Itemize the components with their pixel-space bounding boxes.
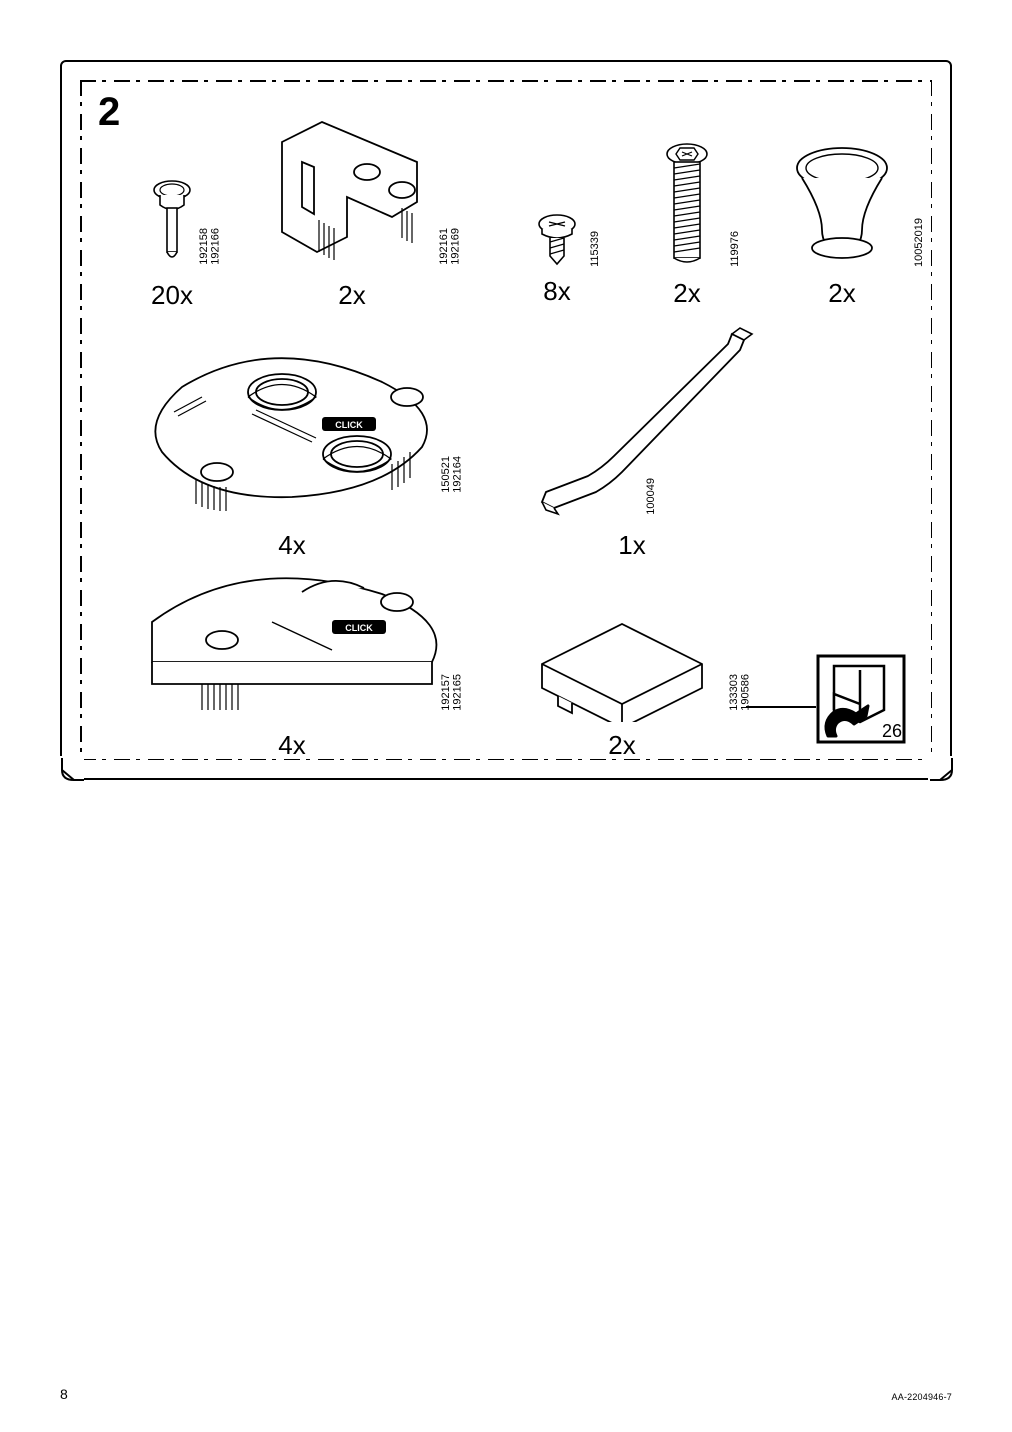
qty-label: 2x <box>622 278 752 309</box>
item-long-bolt: 119976 2x <box>622 140 752 309</box>
qty-label: 20x <box>102 280 242 311</box>
page: 2 192158192166 20x <box>0 0 1012 1432</box>
item-short-screw: 115339 8x <box>502 212 612 307</box>
bag-number: 2 <box>98 90 120 135</box>
hinge-plate-icon: CLICK <box>132 342 452 522</box>
bag-corner-br <box>928 756 952 780</box>
knob-icon <box>777 140 907 270</box>
bracket-icon <box>252 112 452 272</box>
qty-label: 4x <box>122 730 462 761</box>
foot-pad-icon <box>522 602 722 722</box>
bag-corner-bl <box>60 756 84 780</box>
page-ref-connector <box>746 706 816 708</box>
partno-label: 192161192169 <box>439 228 462 265</box>
item-knob: 10052019 2x <box>762 140 922 309</box>
screw-cap-icon <box>137 172 207 272</box>
qty-label: 4x <box>122 530 462 561</box>
long-bolt-icon <box>652 140 722 270</box>
item-hex-key: 100049 1x <box>482 322 782 561</box>
page-ref-number: 26 <box>882 721 902 742</box>
qty-label: 2x <box>242 280 462 311</box>
bag-dash-left <box>80 80 82 760</box>
bag-dash-top <box>80 80 932 82</box>
qty-label: 2x <box>492 730 752 761</box>
item-screw-cap: 192158192166 20x <box>102 172 242 311</box>
partno-label: 192157192165 <box>441 674 464 711</box>
qty-label: 8x <box>502 276 612 307</box>
svg-text:CLICK: CLICK <box>345 623 373 633</box>
short-screw-icon <box>532 212 582 268</box>
half-plate-icon: CLICK <box>132 562 452 722</box>
partno-label: 119976 <box>730 231 742 267</box>
hardware-bag: 2 192158192166 20x <box>60 60 952 780</box>
qty-label: 1x <box>482 530 782 561</box>
svg-text:CLICK: CLICK <box>335 420 363 430</box>
page-ref-callout: 26 <box>816 654 906 744</box>
item-foot-pad: 133303190586 2x <box>492 602 752 761</box>
qty-label: 2x <box>762 278 922 309</box>
item-half-plate: CLICK 192157192165 4x <box>122 562 462 761</box>
item-bracket: 192161192169 2x <box>242 112 462 311</box>
partno-label: 100049 <box>646 478 658 515</box>
bag-dash-right <box>931 80 933 760</box>
item-hinge-plate: CLICK 150521192164 4x <box>122 342 462 561</box>
partno-label: 192158192166 <box>199 228 222 265</box>
partno-label: 10052019 <box>914 218 926 267</box>
footer-doc-id: AA-2204946-7 <box>892 1392 952 1402</box>
partno-label: 115339 <box>590 231 602 267</box>
partno-label: 150521192164 <box>441 456 464 493</box>
hex-key-icon <box>502 322 762 522</box>
footer-page-number: 8 <box>60 1386 68 1402</box>
